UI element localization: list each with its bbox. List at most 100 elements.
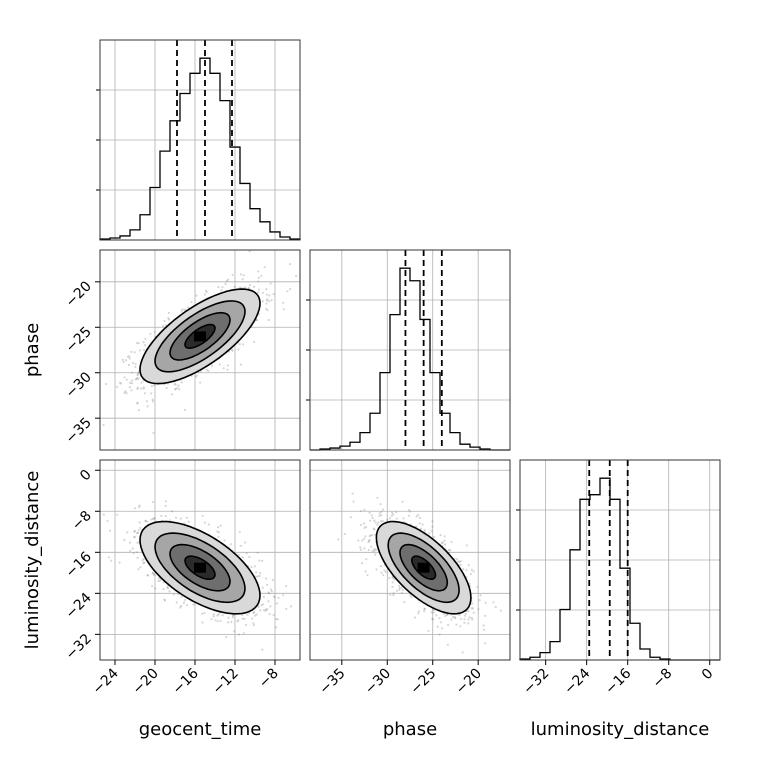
sample-point: [391, 581, 394, 584]
sample-point: [266, 309, 269, 312]
sample-point: [359, 510, 362, 513]
sample-point: [463, 621, 466, 625]
sample-point: [222, 367, 225, 370]
sample-point: [416, 513, 420, 517]
sample-point: [134, 362, 137, 366]
sample-point: [174, 516, 178, 519]
sample-point: [389, 593, 392, 597]
sample-point: [226, 364, 229, 367]
sample-point: [265, 583, 269, 587]
contour-line-2: [387, 532, 460, 604]
sample-point: [207, 523, 210, 526]
sample-point: [470, 607, 473, 610]
sample-point: [408, 510, 412, 513]
sample-point: [413, 616, 417, 619]
sample-point: [267, 592, 271, 595]
sample-point: [219, 524, 222, 527]
sample-point: [477, 608, 480, 611]
sample-point: [476, 585, 479, 589]
sample-point: [470, 617, 473, 620]
joint-frame: [309, 459, 511, 661]
sample-point: [178, 388, 181, 391]
sample-point: [187, 520, 190, 523]
sample-point: [218, 363, 221, 366]
sample-point: [392, 513, 395, 516]
sample-point: [462, 568, 465, 571]
contour-line-0: [410, 555, 437, 580]
sample-point: [248, 555, 251, 559]
sample-point: [374, 553, 377, 556]
xtick-label-luminosity_distance-2: −16: [602, 665, 634, 697]
sample-point: [431, 618, 434, 621]
sample-point: [153, 517, 156, 520]
sample-point: [183, 308, 186, 311]
density-peak: [417, 562, 430, 573]
contour-line-2: [154, 300, 246, 373]
sample-point: [423, 607, 426, 611]
sample-point: [133, 530, 136, 533]
sample-point: [203, 521, 207, 524]
sample-point: [286, 290, 289, 293]
sample-point: [472, 570, 475, 573]
sample-point: [149, 332, 152, 335]
sample-point: [121, 358, 124, 361]
sample-point: [418, 516, 422, 520]
sample-point: [360, 562, 364, 565]
sample-point: [128, 386, 131, 389]
sample-point: [204, 289, 207, 292]
sample-point: [450, 618, 453, 621]
sample-point: [219, 619, 222, 623]
sample-point: [378, 514, 381, 517]
sample-point: [499, 609, 502, 612]
sample-point: [162, 588, 165, 591]
sample-point: [364, 525, 368, 529]
sample-point: [195, 294, 198, 297]
sample-point: [415, 515, 418, 518]
sample-point: [282, 594, 285, 597]
sample-point: [343, 532, 346, 536]
hist-frame-phase: [309, 249, 511, 451]
sample-point: [175, 601, 178, 604]
sample-point: [172, 593, 175, 596]
sample-point: [456, 560, 459, 563]
sample-point: [440, 541, 443, 545]
sample-point: [245, 623, 248, 627]
sample-point: [168, 519, 171, 522]
sample-point: [373, 528, 376, 531]
sample-point: [217, 526, 220, 529]
hist-panel-luminosity_distance: [516, 459, 721, 661]
sample-point: [269, 588, 272, 591]
sample-point: [407, 514, 411, 517]
xtick-label-luminosity_distance-3: −8: [650, 666, 676, 692]
sample-point: [135, 342, 139, 345]
sample-point: [153, 574, 156, 577]
sample-point: [141, 559, 144, 562]
sample-point: [265, 302, 268, 305]
sample-point: [271, 579, 275, 582]
sample-point: [135, 378, 138, 381]
sample-point: [163, 599, 167, 602]
sample-point: [257, 280, 260, 283]
sample-point: [402, 517, 405, 520]
sample-point: [373, 533, 377, 536]
sample-point: [262, 609, 266, 612]
sample-point: [179, 606, 182, 609]
sample-point: [461, 651, 464, 654]
sample-point: [471, 602, 474, 605]
sample-point: [453, 616, 456, 619]
sample-point: [423, 607, 426, 611]
sample-point: [170, 393, 173, 396]
sample-point: [134, 378, 137, 381]
sample-point: [285, 584, 288, 588]
sample-point: [136, 401, 139, 404]
sample-point: [225, 636, 228, 639]
sample-point: [140, 381, 143, 384]
sample-point: [388, 576, 391, 580]
sample-point: [203, 293, 207, 296]
xtick-label-luminosity_distance-4: 0: [699, 666, 717, 684]
sample-point: [133, 535, 136, 539]
sample-point: [171, 510, 174, 513]
sample-point: [239, 286, 242, 289]
sample-point: [153, 330, 156, 334]
sample-point: [277, 596, 280, 599]
